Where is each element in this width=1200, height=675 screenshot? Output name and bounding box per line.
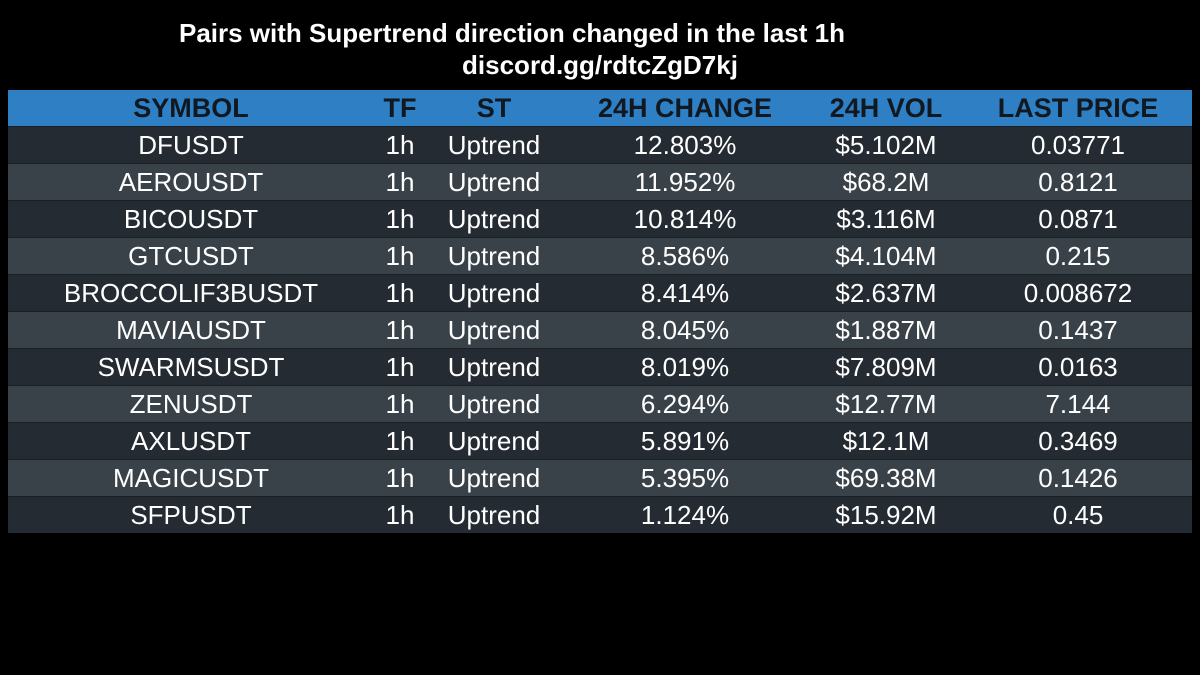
cell-last-price: 0.1426 [964, 459, 1192, 497]
table-row: AXLUSDT 1h Uptrend 5.891% $12.1M 0.3469 [8, 422, 1192, 460]
cell-24h-change: 8.045% [562, 311, 808, 349]
cell-symbol: BICOUSDT [8, 200, 374, 238]
cell-24h-change: 1.124% [562, 496, 808, 533]
cell-24h-change: 8.586% [562, 237, 808, 275]
cell-last-price: 0.1437 [964, 311, 1192, 349]
cell-last-price: 0.3469 [964, 422, 1192, 460]
cell-tf: 1h [374, 126, 426, 164]
cell-tf: 1h [374, 496, 426, 533]
cell-last-price: 0.03771 [964, 126, 1192, 164]
cell-24h-change: 11.952% [562, 163, 808, 201]
cell-24h-vol: $12.77M [808, 385, 964, 423]
discord-link: discord.gg/rdtcZgD7kj [462, 50, 738, 80]
cell-tf: 1h [374, 200, 426, 238]
cell-st: Uptrend [426, 385, 562, 423]
cell-last-price: 0.0871 [964, 200, 1192, 238]
cell-tf: 1h [374, 237, 426, 275]
cell-tf: 1h [374, 348, 426, 386]
cell-24h-vol: $68.2M [808, 163, 964, 201]
table-row: GTCUSDT 1h Uptrend 8.586% $4.104M 0.215 [8, 237, 1192, 275]
column-header-last-price: LAST PRICE [964, 90, 1192, 127]
page-title: Pairs with Supertrend direction changed … [178, 18, 845, 48]
table-row: MAGICUSDT 1h Uptrend 5.395% $69.38M 0.14… [8, 459, 1192, 497]
cell-st: Uptrend [426, 200, 562, 238]
cell-st: Uptrend [426, 311, 562, 349]
cell-tf: 1h [374, 311, 426, 349]
cell-symbol: DFUSDT [8, 126, 374, 164]
cell-24h-vol: $12.1M [808, 422, 964, 460]
table-header: SYMBOL TF ST 24H CHANGE 24H VOL LAST PRI… [8, 90, 1192, 127]
cell-symbol: SWARMSUSDT [8, 348, 374, 386]
cell-symbol: SFPUSDT [8, 496, 374, 533]
table-row: SFPUSDT 1h Uptrend 1.124% $15.92M 0.45 [8, 496, 1192, 533]
column-header-tf: TF [374, 90, 426, 127]
table-row: BICOUSDT 1h Uptrend 10.814% $3.116M 0.08… [8, 200, 1192, 238]
cell-24h-change: 5.891% [562, 422, 808, 460]
cell-st: Uptrend [426, 422, 562, 460]
cell-st: Uptrend [426, 496, 562, 533]
cell-24h-vol: $2.637M [808, 274, 964, 312]
cell-symbol: AXLUSDT [8, 422, 374, 460]
table-body: DFUSDT 1h Uptrend 12.803% $5.102M 0.0377… [8, 126, 1192, 533]
cell-last-price: 7.144 [964, 385, 1192, 423]
table-row: DFUSDT 1h Uptrend 12.803% $5.102M 0.0377… [8, 126, 1192, 164]
table-row: AEROUSDT 1h Uptrend 11.952% $68.2M 0.812… [8, 163, 1192, 201]
cell-24h-vol: $7.809M [808, 348, 964, 386]
cell-st: Uptrend [426, 274, 562, 312]
cell-st: Uptrend [426, 348, 562, 386]
cell-24h-change: 8.414% [562, 274, 808, 312]
cell-24h-vol: $1.887M [808, 311, 964, 349]
column-header-24h-vol: 24H VOL [808, 90, 964, 127]
table-row: SWARMSUSDT 1h Uptrend 8.019% $7.809M 0.0… [8, 348, 1192, 386]
cell-symbol: BROCCOLIF3BUSDT [8, 274, 374, 312]
cell-last-price: 0.8121 [964, 163, 1192, 201]
cell-last-price: 0.0163 [964, 348, 1192, 386]
table-row: ZENUSDT 1h Uptrend 6.294% $12.77M 7.144 [8, 385, 1192, 423]
cell-last-price: 0.008672 [964, 274, 1192, 312]
cell-tf: 1h [374, 274, 426, 312]
header-row: SYMBOL TF ST 24H CHANGE 24H VOL LAST PRI… [8, 90, 1192, 127]
cell-last-price: 0.215 [964, 237, 1192, 275]
cell-st: Uptrend [426, 126, 562, 164]
cell-st: Uptrend [426, 459, 562, 497]
cell-24h-vol: $5.102M [808, 126, 964, 164]
cell-symbol: MAGICUSDT [8, 459, 374, 497]
cell-tf: 1h [374, 459, 426, 497]
cell-symbol: AEROUSDT [8, 163, 374, 201]
cell-symbol: ZENUSDT [8, 385, 374, 423]
column-header-st: ST [426, 90, 562, 127]
cell-tf: 1h [374, 422, 426, 460]
table-row: MAVIAUSDT 1h Uptrend 8.045% $1.887M 0.14… [8, 311, 1192, 349]
column-header-symbol: SYMBOL [8, 90, 374, 127]
cell-24h-vol: $69.38M [808, 459, 964, 497]
cell-24h-vol: $4.104M [808, 237, 964, 275]
cell-st: Uptrend [426, 163, 562, 201]
cell-tf: 1h [374, 385, 426, 423]
cell-24h-vol: $15.92M [808, 496, 964, 533]
cell-symbol: GTCUSDT [8, 237, 374, 275]
cell-tf: 1h [374, 163, 426, 201]
cell-symbol: MAVIAUSDT [8, 311, 374, 349]
pairs-table: SYMBOL TF ST 24H CHANGE 24H VOL LAST PRI… [8, 90, 1192, 533]
cell-24h-change: 8.019% [562, 348, 808, 386]
cell-24h-change: 12.803% [562, 126, 808, 164]
column-header-24h-change: 24H CHANGE [562, 90, 808, 127]
cell-24h-change: 6.294% [562, 385, 808, 423]
cell-24h-change: 5.395% [562, 459, 808, 497]
cell-last-price: 0.45 [964, 496, 1192, 533]
cell-24h-change: 10.814% [562, 200, 808, 238]
cell-24h-vol: $3.116M [808, 200, 964, 238]
cell-st: Uptrend [426, 237, 562, 275]
table-row: BROCCOLIF3BUSDT 1h Uptrend 8.414% $2.637… [8, 274, 1192, 312]
